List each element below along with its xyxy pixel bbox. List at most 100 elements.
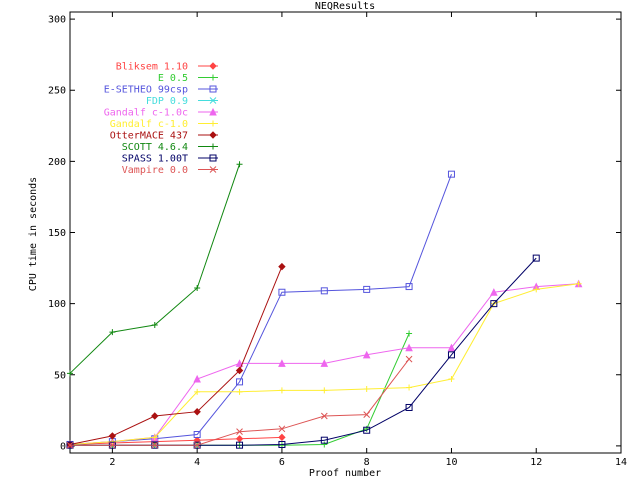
point-plus-marker	[363, 385, 370, 392]
x-tick-label: 14	[615, 457, 627, 468]
legend-label: Bliksem 1.10	[116, 62, 188, 73]
data-point	[236, 378, 244, 386]
data-point	[363, 426, 371, 434]
y-tick-label: 100	[48, 299, 66, 310]
y-tick-label: 250	[48, 86, 66, 97]
series-vampire-0-0	[66, 355, 413, 449]
data-point	[490, 300, 498, 308]
point-plus-marker	[406, 384, 413, 391]
data-point	[151, 412, 159, 420]
x-tick-label: 8	[364, 457, 370, 468]
series-line	[69, 174, 452, 445]
point-plus-marker	[67, 370, 73, 377]
point-plus-marker	[194, 284, 201, 291]
data-point	[448, 376, 455, 383]
series-ottermace-437	[66, 262, 286, 449]
point-x-marker	[209, 97, 217, 104]
data-point	[193, 431, 201, 439]
y-tick-label: 50	[54, 370, 66, 381]
point-triangle-marker	[447, 343, 456, 352]
legend-label: OtterMACE 437	[110, 131, 188, 142]
point-plus-marker	[236, 161, 243, 168]
legend-item: FDP 0.9	[146, 96, 218, 107]
point-triangle-marker	[278, 359, 286, 367]
point-x-marker	[109, 441, 116, 449]
x-tick-label: 2	[109, 457, 115, 468]
point-square-marker	[320, 287, 328, 295]
point-diamond-marker	[209, 131, 217, 139]
point-square-marker	[532, 254, 540, 262]
x-tick-label: 4	[194, 457, 200, 468]
point-square-marker	[236, 378, 244, 386]
point-plus-marker	[448, 376, 455, 383]
data-point	[210, 143, 216, 150]
point-square-marker	[447, 351, 455, 359]
point-triangle-marker	[235, 359, 244, 367]
series-line	[69, 436, 282, 445]
series-layer	[66, 161, 583, 449]
data-point	[236, 428, 243, 436]
data-point	[278, 433, 286, 442]
point-square-marker	[278, 288, 286, 296]
point-square-marker	[209, 85, 217, 93]
data-point	[320, 412, 328, 420]
point-square-marker	[320, 436, 328, 444]
legend-label: Gandalf c-1.0c	[104, 108, 188, 119]
series-line	[69, 266, 283, 445]
point-diamond-marker	[151, 412, 159, 420]
data-point	[278, 359, 286, 367]
legend-item: Vampire 0.0	[122, 165, 218, 176]
point-triangle-marker	[193, 374, 201, 383]
data-point	[151, 321, 158, 328]
point-plus-marker	[575, 280, 582, 287]
point-diamond-marker	[193, 408, 201, 416]
y-tick-label: 0	[60, 441, 66, 452]
data-point	[151, 434, 158, 441]
data-point	[406, 384, 413, 391]
point-diamond-marker	[209, 62, 217, 70]
x-tick-label: 6	[279, 457, 285, 468]
point-square-marker	[209, 154, 217, 162]
point-square-marker	[363, 426, 371, 434]
x-tick-label: 10	[445, 457, 457, 468]
point-square-marker	[363, 285, 371, 293]
series-scott-4-6-4	[67, 161, 243, 377]
legend-label: Gandalf c-1.0	[110, 119, 188, 130]
data-point	[320, 287, 328, 295]
data-point	[320, 359, 329, 367]
data-point	[236, 441, 244, 449]
legend-item: Gandalf c-1.0c	[104, 108, 218, 119]
point-plus-marker	[109, 329, 116, 336]
point-x-marker	[320, 412, 328, 420]
data-point	[209, 97, 217, 104]
data-point	[405, 283, 413, 291]
point-square-marker	[405, 403, 413, 411]
data-point	[320, 436, 328, 444]
point-x-marker	[405, 355, 413, 363]
point-square-marker	[278, 440, 286, 448]
point-diamond-marker	[278, 433, 286, 442]
point-diamond-marker	[278, 262, 286, 271]
legend-label: E-SETHEO 99csp	[104, 85, 188, 96]
data-point	[321, 387, 328, 394]
legend-item: E 0.5	[158, 73, 218, 84]
data-point	[210, 120, 216, 127]
legend-label: SPASS 1.00T	[122, 154, 188, 165]
data-point	[575, 280, 582, 287]
data-point	[209, 166, 217, 173]
data-point	[193, 408, 201, 416]
data-point	[193, 374, 201, 383]
data-point	[405, 355, 413, 363]
point-plus-marker	[321, 387, 328, 394]
data-point	[235, 366, 244, 375]
data-point	[447, 351, 455, 359]
legend-item: Bliksem 1.10	[116, 62, 218, 73]
legend-label: FDP 0.9	[146, 96, 188, 107]
data-point	[278, 440, 286, 448]
data-point	[235, 359, 244, 367]
point-x-marker	[66, 441, 74, 449]
legend-label: Vampire 0.0	[122, 165, 188, 176]
data-point	[363, 411, 371, 418]
